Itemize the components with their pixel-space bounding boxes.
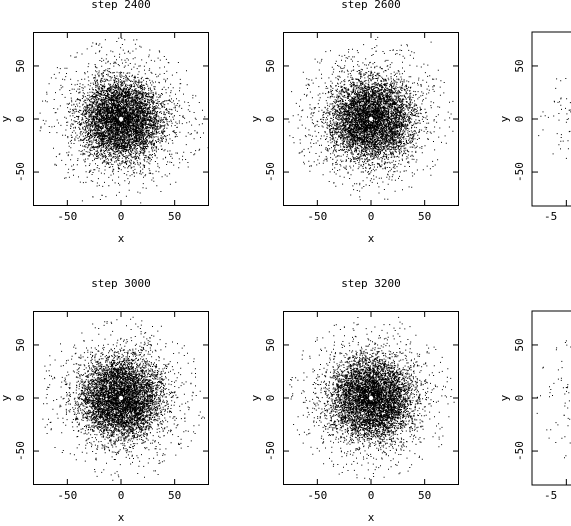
x-tick-label: -5: [544, 210, 557, 223]
y-tick-label: 0: [14, 116, 27, 123]
scatter-mark: [536, 340, 571, 459]
panel-3: -5 -50 0 50 y: [498, 31, 571, 223]
panel-title: step 2600: [341, 0, 401, 11]
scatter-points: [39, 37, 209, 204]
panel-5: -50 0 50 -50 0 50 x y step 3200: [249, 277, 459, 524]
x-tick-label: 0: [118, 210, 125, 223]
panel-4: -50 0 50 -50 0 50 x y step 3000: [0, 277, 209, 524]
x-tick-label: 50: [418, 210, 431, 223]
x-tick-label: 50: [418, 489, 431, 502]
x-tick-label: 0: [368, 489, 375, 502]
y-axis-label: y: [249, 115, 262, 122]
scatter-mark: [538, 78, 571, 159]
scatter-points: [42, 316, 206, 481]
y-tick-label: 0: [513, 395, 526, 402]
y-axis-label: y: [498, 394, 511, 401]
panel-6: -5 -50 0 50 y: [498, 310, 571, 502]
y-tick-label: 50: [513, 59, 526, 72]
y-tick-label: 0: [264, 395, 277, 402]
panel-title: step 3200: [341, 277, 401, 290]
x-tick-label: 0: [118, 489, 125, 502]
panel-1: -50 0 50 -50 0 50 x y step 2400: [0, 0, 209, 245]
panel-2: -50 0 50 -50 0 50 x y step 2600: [249, 0, 459, 245]
x-tick-label: -50: [57, 210, 77, 223]
y-axis-label: y: [0, 115, 12, 122]
y-tick-label: 0: [513, 116, 526, 123]
scatter-mark: [289, 316, 455, 480]
y-tick-label: 0: [264, 116, 277, 123]
y-tick-label: 50: [14, 338, 27, 351]
x-tick-label: -50: [307, 489, 327, 502]
scatter-mark: [42, 316, 206, 481]
center-point: [118, 116, 124, 122]
x-axis-label: x: [118, 232, 125, 245]
scatter-mark: [39, 37, 209, 204]
x-axis-label: x: [118, 511, 125, 524]
scatter-points: [289, 316, 455, 480]
y-tick-label: 0: [14, 395, 27, 402]
y-tick-label: -50: [513, 162, 526, 182]
x-tick-label: 0: [368, 210, 375, 223]
y-tick-label: -50: [264, 441, 277, 461]
y-tick-label: -50: [264, 162, 277, 182]
x-axis-label: x: [368, 511, 375, 524]
panel-title: step 3000: [91, 277, 151, 290]
center-point: [118, 395, 124, 401]
y-axis-label: y: [249, 394, 262, 401]
scatter-points: [536, 340, 571, 459]
x-tick-label: 50: [168, 489, 181, 502]
y-tick-label: -50: [513, 441, 526, 461]
y-tick-label: 50: [14, 59, 27, 72]
y-tick-label: 50: [264, 59, 277, 72]
y-axis-label: y: [498, 115, 511, 122]
center-point: [368, 116, 374, 122]
y-tick-label: -50: [14, 441, 27, 461]
x-axis-label: x: [368, 232, 375, 245]
panel-title: step 2400: [91, 0, 151, 11]
y-tick-label: 50: [264, 338, 277, 351]
y-tick-label: -50: [14, 162, 27, 182]
x-tick-label: -50: [307, 210, 327, 223]
x-tick-label: -50: [57, 489, 77, 502]
y-axis-label: y: [0, 394, 12, 401]
x-tick-label: -5: [544, 489, 557, 502]
y-tick-label: 50: [513, 338, 526, 351]
scatter-points: [538, 78, 571, 159]
scatter-points: [288, 36, 454, 201]
x-tick-label: 50: [168, 210, 181, 223]
center-point: [368, 395, 374, 401]
